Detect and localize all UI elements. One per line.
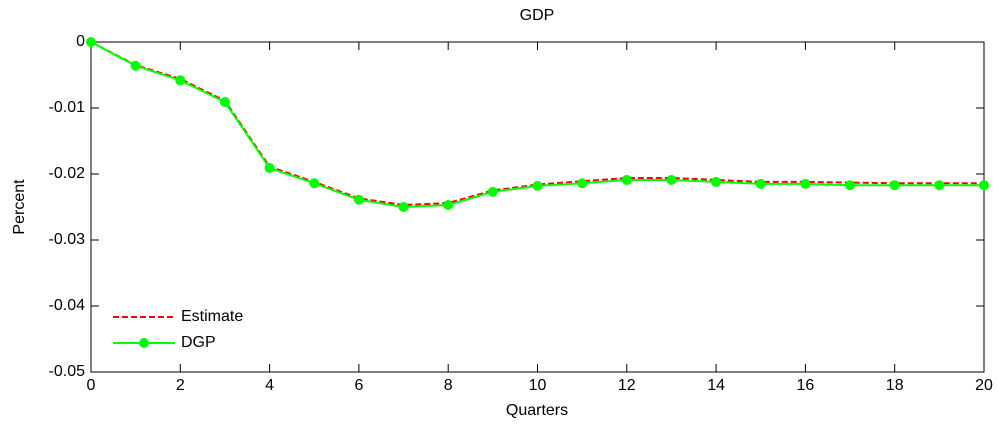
data-point (353, 194, 364, 205)
data-point (755, 178, 766, 189)
y-tick-label: -0.01 (49, 99, 86, 116)
data-point (532, 180, 543, 191)
x-axis-label: Quarters (506, 402, 568, 419)
data-point (979, 180, 989, 191)
x-tick-label: 4 (265, 377, 274, 394)
y-tick-label: -0.05 (49, 363, 86, 380)
data-point (398, 202, 409, 212)
data-point (577, 178, 588, 189)
x-tick-label: 8 (444, 377, 453, 394)
y-tick-label: 0 (76, 33, 85, 50)
y-tick-label: -0.03 (49, 231, 86, 248)
x-tick-label: 18 (886, 377, 904, 394)
legend-label: Estimate (181, 308, 243, 325)
y-tick-label: -0.04 (49, 297, 86, 314)
x-tick-label: 12 (618, 377, 636, 394)
data-point (487, 186, 498, 197)
data-point (845, 180, 856, 191)
y-axis-label: Percent (11, 179, 28, 235)
x-tick-label: 20 (975, 377, 993, 394)
data-point (443, 200, 454, 211)
data-point (666, 174, 677, 185)
data-point (86, 37, 96, 47)
data-point (264, 163, 275, 174)
data-point (130, 60, 141, 71)
legend-marker (139, 338, 149, 348)
data-point (800, 178, 811, 189)
x-tick-label: 14 (707, 377, 725, 394)
x-tick-label: 10 (529, 377, 547, 394)
plot-frame (90, 41, 985, 373)
data-point (175, 75, 186, 86)
data-point (309, 178, 320, 189)
data-point (934, 180, 945, 191)
data-point (219, 97, 230, 108)
data-point (889, 180, 900, 191)
x-tick-label: 0 (87, 377, 96, 394)
data-point (711, 176, 722, 187)
y-tick-label: -0.02 (49, 165, 86, 182)
data-point (621, 174, 632, 185)
legend-label: DGP (181, 334, 216, 351)
x-tick-label: 16 (797, 377, 815, 394)
chart-title: GDP (520, 7, 555, 24)
x-tick-label: 6 (354, 377, 363, 394)
x-tick-label: 2 (176, 377, 185, 394)
